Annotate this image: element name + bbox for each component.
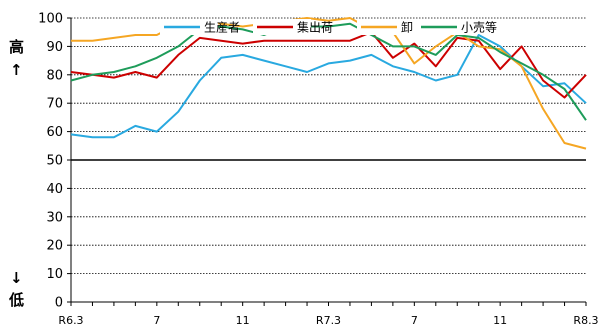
y-tick-label: 70 xyxy=(46,97,63,112)
y-tick-label: 100 xyxy=(38,12,63,27)
x-tick-label: 7 xyxy=(411,314,418,327)
series-line-1 xyxy=(70,34,587,139)
series-line-4 xyxy=(70,22,587,121)
x-tick-label: R8.3 xyxy=(573,314,598,327)
legend-label: 卸 xyxy=(401,20,413,35)
y-tick-label: 80 xyxy=(46,68,63,83)
side-label-low: 低 xyxy=(8,291,24,309)
y-tick-label: 50 xyxy=(46,154,63,169)
series-lines xyxy=(70,17,587,150)
x-tick-label: R7.3 xyxy=(316,314,341,327)
y-tick-label: 90 xyxy=(46,40,63,55)
x-tick-label: 7 xyxy=(153,314,160,327)
x-tick-label: R6.3 xyxy=(58,314,83,327)
legend-label: 小売等 xyxy=(461,20,497,35)
side-label-up-arrow: ↑ xyxy=(10,61,23,79)
series-line-2 xyxy=(70,31,587,99)
legend-label: 生産者 xyxy=(204,20,240,35)
y-tick-label: 20 xyxy=(46,239,63,254)
series-line-3 xyxy=(71,17,587,150)
x-axis: R6.3 7 11 R7.3 7 11 R8.3 xyxy=(58,301,599,327)
y-axis: 0 10 20 30 40 50 60 70 80 90 100 xyxy=(38,12,72,311)
y-tick-label: 40 xyxy=(46,182,63,197)
y-tick-label: 10 xyxy=(46,267,63,282)
y-tick-label: 30 xyxy=(46,210,63,225)
side-label-down-arrow: ↓ xyxy=(10,269,23,287)
side-label-high: 高 xyxy=(9,38,24,56)
legend-label: 集出荷 xyxy=(297,20,333,35)
legend: 生産者 集出荷 卸 小売等 xyxy=(160,19,497,35)
x-tick-label: 11 xyxy=(236,314,250,327)
y-tick-label: 0 xyxy=(55,296,63,311)
x-tick-label: 11 xyxy=(493,314,507,327)
y-tick-label: 60 xyxy=(46,125,63,140)
